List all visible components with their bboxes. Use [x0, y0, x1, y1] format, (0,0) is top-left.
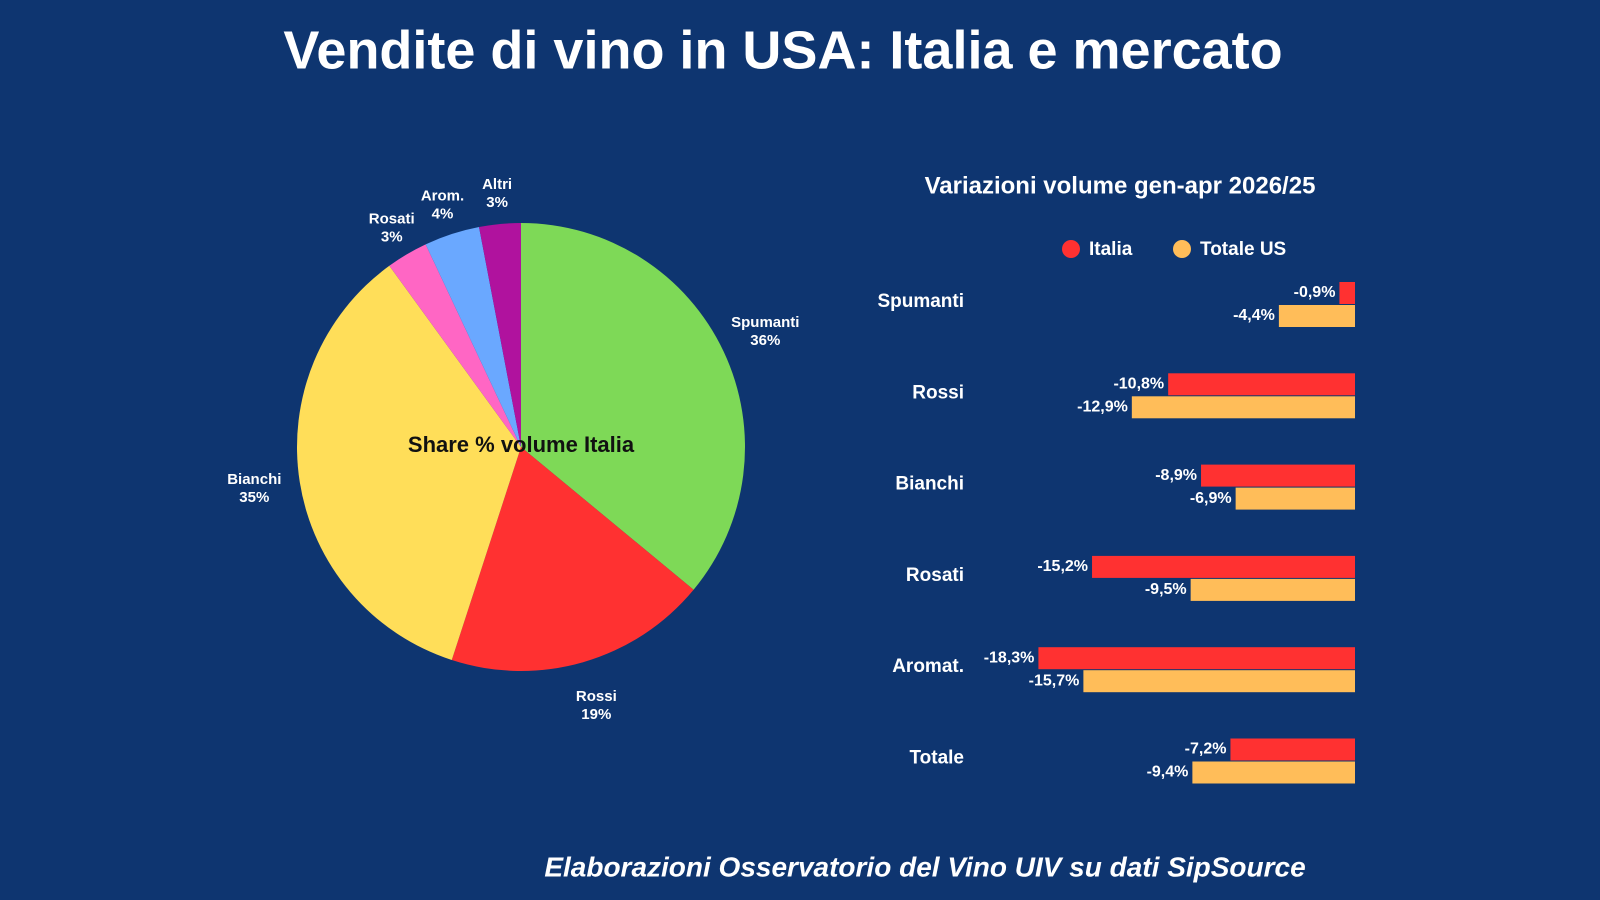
title: Vendite di vino in USA: Italia e mercato: [283, 20, 1282, 80]
bar: [1038, 647, 1355, 670]
legend-label: Totale US: [1200, 239, 1286, 260]
slice-label: Bianchi: [227, 471, 281, 488]
legend-marker: [1173, 240, 1191, 258]
slice-value: 3%: [486, 194, 508, 211]
bar: [1092, 555, 1355, 578]
bar: [1278, 305, 1355, 327]
bar-value-label: -8,9%: [1155, 467, 1197, 484]
bar-value-label: -7,2%: [1185, 741, 1227, 758]
bar-value-label: -4,4%: [1233, 307, 1275, 324]
category-label: Spumanti: [877, 291, 964, 312]
bar: [1339, 282, 1355, 304]
bar-value-label: -9,4%: [1147, 764, 1189, 781]
slice-value: 35%: [239, 489, 269, 506]
slice-label: Rosati: [369, 210, 415, 227]
legend-marker: [1062, 240, 1080, 258]
slice-label: Rossi: [576, 688, 617, 705]
slice-value: 3%: [381, 228, 403, 245]
bar: [1235, 487, 1355, 510]
footer: Elaborazioni Osservatorio del Vino UIV s…: [544, 851, 1305, 882]
bar: [1131, 396, 1355, 419]
pie-slice: [479, 223, 521, 447]
bar: [1083, 670, 1355, 693]
bar-value-label: -6,9%: [1190, 490, 1232, 507]
bar-value-label: -9,5%: [1145, 581, 1187, 598]
slice-value: 36%: [750, 332, 780, 349]
bar-title: Variazioni volume gen-apr 2026/25: [925, 172, 1316, 199]
pie-annotation: Share % volume Italia: [408, 432, 635, 457]
bar-value-label: -15,7%: [1029, 672, 1080, 689]
bar-value-label: -12,9%: [1077, 399, 1128, 416]
category-label: Rossi: [912, 382, 964, 403]
category-label: Totale: [909, 748, 964, 769]
bar-value-label: -18,3%: [984, 649, 1035, 666]
pie-slice: [389, 244, 521, 447]
pie-slice: [451, 447, 694, 672]
slice-value: 19%: [581, 706, 611, 723]
pie-slice: [296, 265, 521, 661]
slice-label: Altri: [482, 176, 512, 193]
bar-value-label: -15,2%: [1037, 558, 1088, 575]
category-label: Bianchi: [895, 474, 964, 495]
category-label: Rosati: [906, 565, 964, 586]
bar: [1230, 738, 1355, 761]
pie-slice: [425, 226, 521, 447]
category-label: Aromat.: [892, 656, 964, 677]
bar: [1201, 464, 1355, 487]
bar: [1192, 761, 1355, 784]
slice-label: Arom.: [421, 187, 464, 204]
legend-label: Italia: [1089, 239, 1133, 260]
slice-value: 4%: [432, 205, 454, 222]
slice-label: Spumanti: [731, 314, 799, 331]
bar: [1190, 578, 1355, 601]
bar: [1168, 373, 1355, 396]
bar-value-label: -0,9%: [1294, 284, 1336, 301]
pie-slice: [521, 223, 746, 590]
bar-value-label: -10,8%: [1113, 376, 1164, 393]
